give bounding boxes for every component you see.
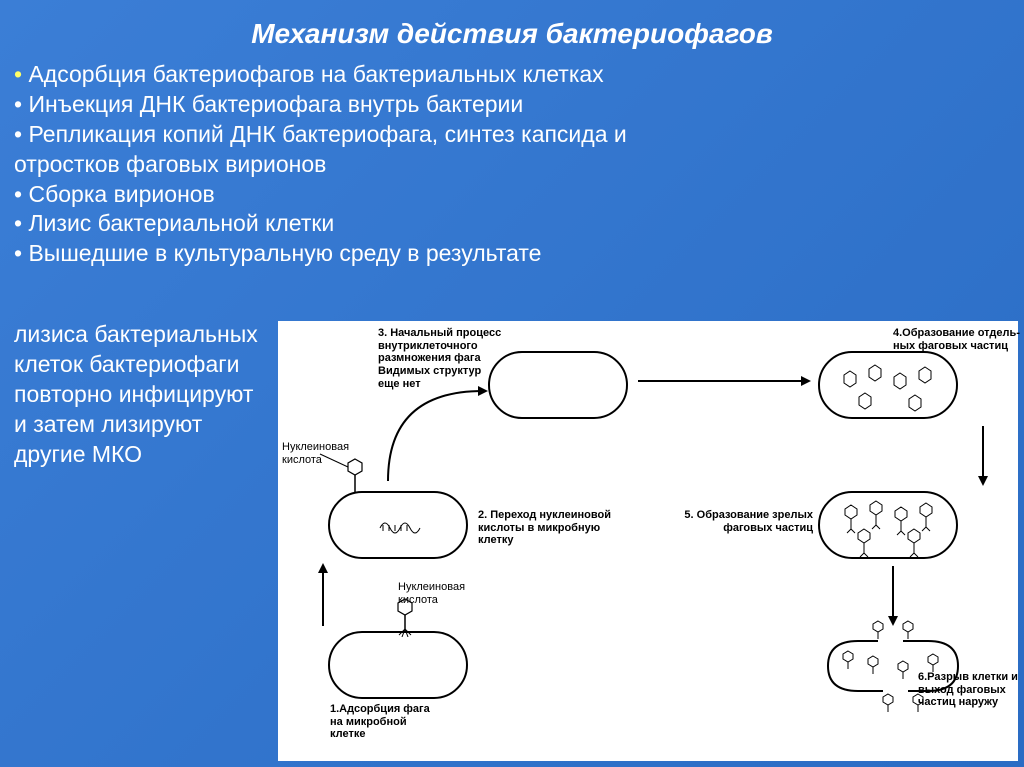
stage-6-label: 6.Разрыв клетки ивыход фаговыхчастиц нар… — [918, 671, 1024, 709]
arrow-2-3 — [378, 381, 498, 491]
wrap-line: повторно инфицируют — [14, 380, 274, 410]
arrow-3-4 — [633, 371, 813, 391]
bullet-text: Инъекция ДНК бактериофага внутрь бактери… — [28, 91, 523, 117]
cell-stage-1 — [328, 631, 468, 699]
stage-5-label: 5. Образование зрелыхфаговых частиц — [673, 509, 813, 534]
stage-1-label: 1.Адсорбция фагана микробнойклетке — [330, 703, 450, 741]
bullet-item: Инъекция ДНК бактериофага внутрь бактери… — [14, 90, 1010, 120]
cell-stage-5 — [818, 491, 958, 559]
nk-label: Нуклеиноваякислота — [398, 581, 465, 606]
wrap-line: другие МКО — [14, 440, 274, 470]
arrow-1-2 — [308, 561, 338, 631]
bullet-list: Адсорбция бактериофагов на бактериальных… — [0, 60, 1024, 269]
stage-4-label: 4.Образование отдель-ных фаговых частиц — [893, 327, 1023, 352]
label-text: 6.Разрыв клетки ивыход фаговыхчастиц нар… — [918, 671, 1018, 708]
bullet-text: Сборка вирионов — [28, 181, 214, 207]
bullet-item: Адсорбция бактериофагов на бактериальных… — [14, 60, 1010, 90]
label-text: 2. Переход нуклеиновойкислоты в микробну… — [478, 509, 611, 546]
wrap-line: и затем лизируют — [14, 410, 274, 440]
bullet-item: Сборка вирионов — [14, 180, 1010, 210]
dna-icon — [375, 513, 425, 543]
bullet-text: Лизис бактериальной клетки — [28, 210, 334, 236]
bullet-item: Репликация копий ДНК бактериофага, синте… — [14, 120, 1010, 150]
wrap-line: клеток бактериофаги — [14, 350, 274, 380]
label-text: 5. Образование зрелыхфаговых частиц — [684, 509, 813, 534]
capsids-icon — [820, 353, 960, 421]
bullet-cont: отростков фаговых вирионов — [14, 150, 1010, 180]
slide: Механизм действия бактериофагов Адсорбци… — [0, 0, 1024, 767]
label-text: 1.Адсорбция фагана микробнойклетке — [330, 703, 430, 740]
bullet-item: Вышедшие в культуральную среду в результ… — [14, 239, 1010, 269]
arrow-5-6 — [878, 561, 908, 631]
arrow-4-5 — [968, 421, 998, 491]
slide-title: Механизм действия бактериофагов — [0, 0, 1024, 60]
mature-phages-icon — [820, 493, 960, 561]
lifecycle-diagram: 1.Адсорбция фагана микробнойклетке Нукле… — [278, 321, 1018, 761]
cell-stage-2 — [328, 491, 468, 559]
label-text: 4.Образование отдель-ных фаговых частиц — [893, 327, 1020, 352]
wrap-line: лизиса бактериальных — [14, 320, 274, 350]
bullet-text: Адсорбция бактериофагов на бактериальных… — [28, 61, 603, 87]
bullet-text: Вышедшие в культуральную среду в результ… — [28, 240, 541, 266]
bullet-item: Лизис бактериальной клетки — [14, 209, 1010, 239]
cell-stage-4 — [818, 351, 958, 419]
stage-2-label: 2. Переход нуклеиновойкислоты в микробну… — [478, 509, 628, 547]
bullet-text: Репликация копий ДНК бактериофага, синте… — [28, 121, 626, 147]
pointer-line — [318, 449, 358, 479]
wrapped-text: лизиса бактериальных клеток бактериофаги… — [14, 320, 274, 469]
